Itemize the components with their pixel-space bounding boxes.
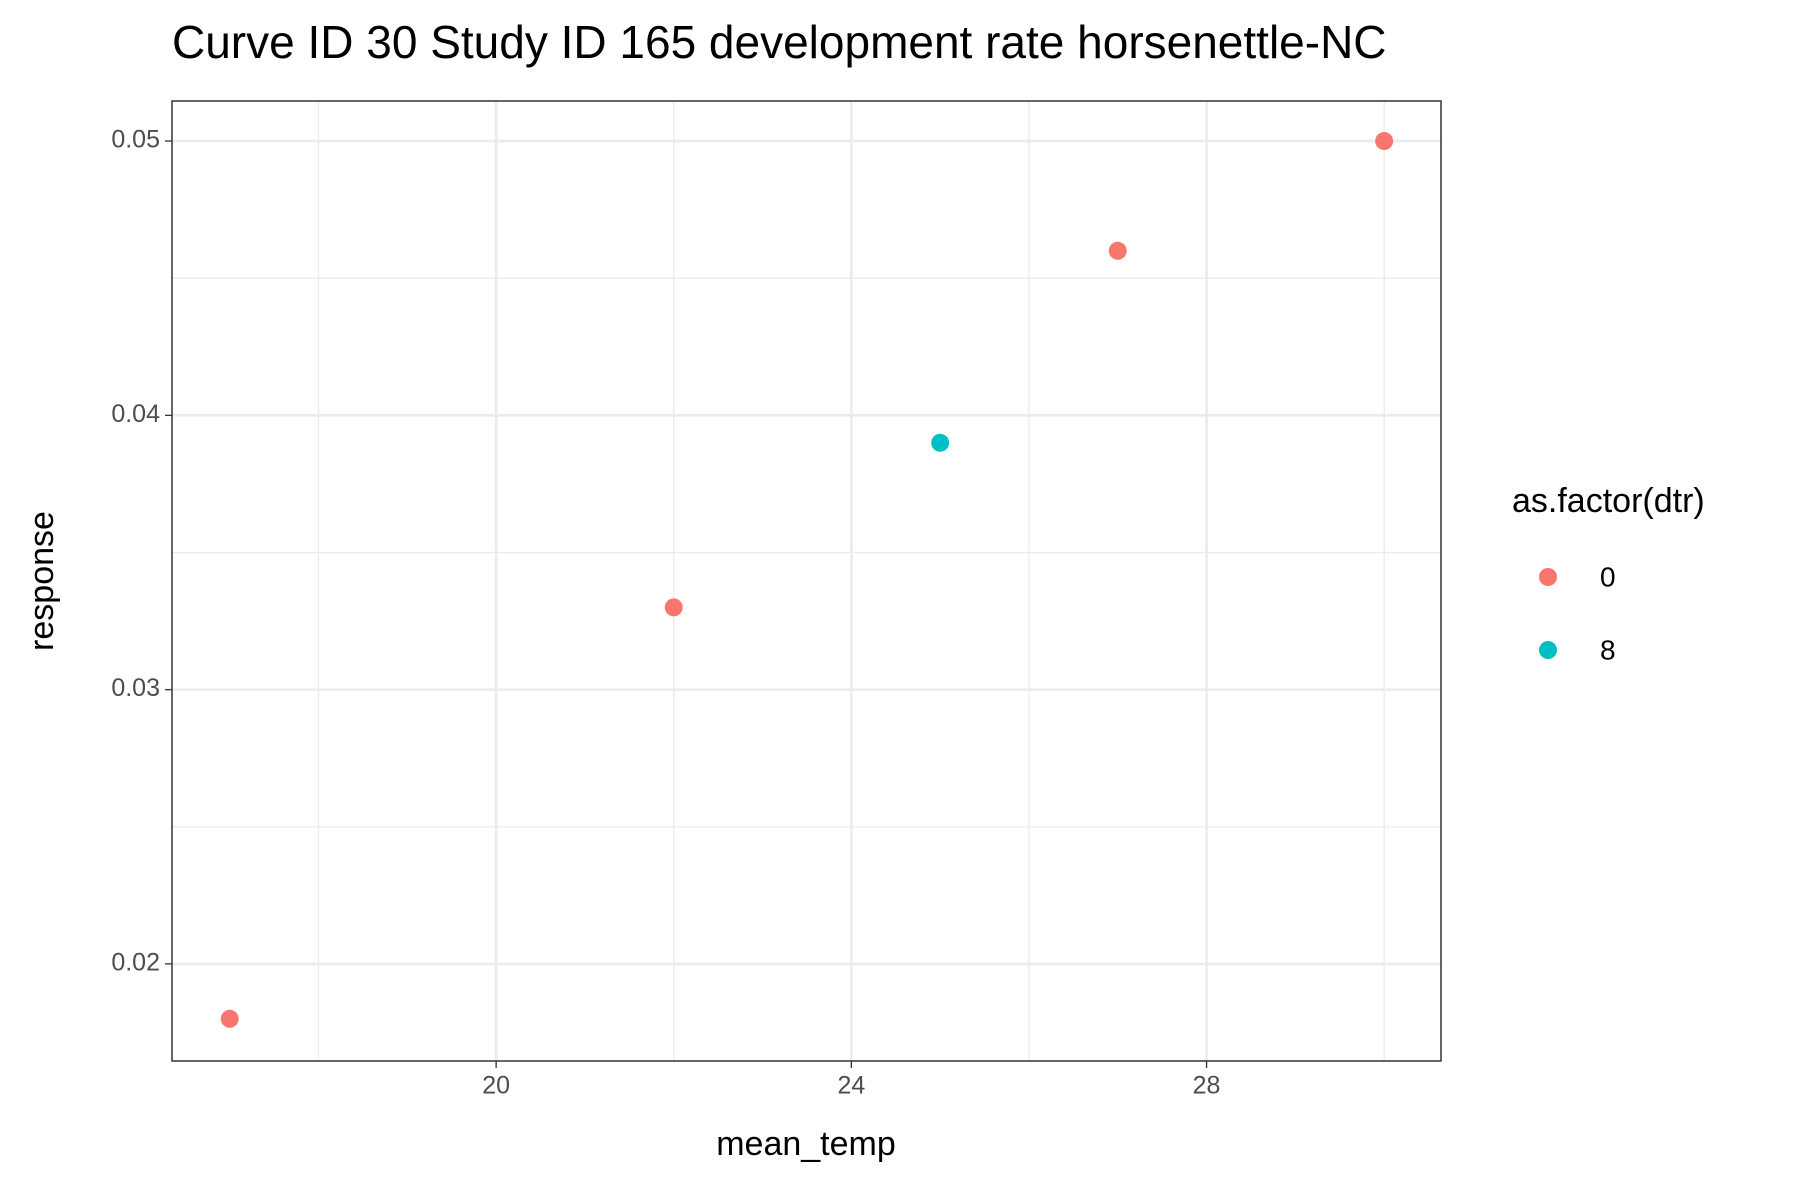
y-tick-label: 0.05 xyxy=(111,126,160,154)
x-tick-label: 24 xyxy=(837,1072,865,1100)
legend-label: 8 xyxy=(1600,634,1616,665)
y-axis-title: response xyxy=(23,511,61,651)
point xyxy=(220,1009,239,1028)
point xyxy=(1375,132,1394,151)
legend-label: 0 xyxy=(1600,561,1616,592)
plot-border xyxy=(171,100,1442,1062)
y-tick-label: 0.04 xyxy=(111,400,160,428)
y-tick-label: 0.02 xyxy=(111,949,160,977)
x-tick-label: 20 xyxy=(482,1072,510,1100)
legend-title: as.factor(dtr) xyxy=(1512,482,1705,520)
point xyxy=(1108,241,1127,260)
x-axis-title: mean_temp xyxy=(716,1125,896,1163)
y-tick-label: 0.03 xyxy=(111,674,160,702)
chart-title: Curve ID 30 Study ID 165 development rat… xyxy=(172,16,1387,68)
x-tick-label: 28 xyxy=(1193,1072,1221,1100)
legend-marker xyxy=(1539,641,1557,659)
point xyxy=(664,598,683,617)
point xyxy=(931,433,950,452)
legend-marker xyxy=(1539,568,1557,586)
